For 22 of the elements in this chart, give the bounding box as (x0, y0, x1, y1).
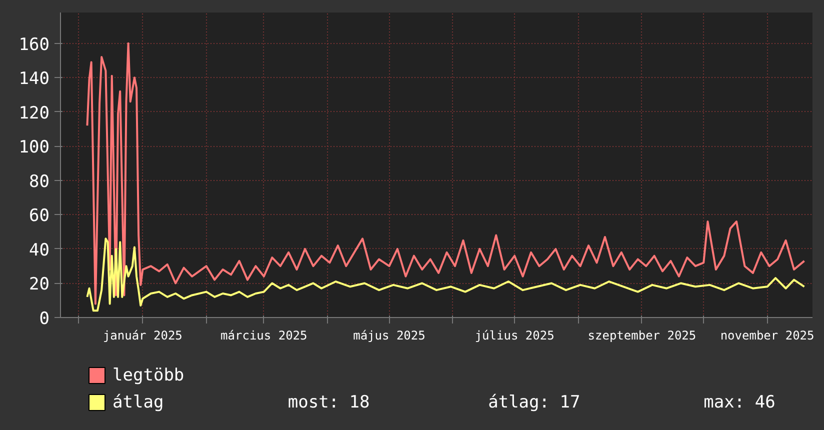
text: max: 46 (704, 392, 776, 412)
y-tick-label: 100 (18, 138, 50, 158)
y-tick-label: 80 (29, 172, 50, 192)
y-tick-label: 0 (39, 309, 50, 329)
x-tick-label: január 2025 (102, 328, 182, 342)
y-tick-label: 140 (18, 69, 50, 90)
y-tick-label: 160 (18, 34, 50, 55)
y-tick-label: 40 (29, 240, 50, 260)
line-series (86, 42, 806, 305)
legend-label: legtöbb (112, 366, 184, 386)
x-tick-label: július 2025 (474, 328, 554, 342)
x-tick-label: szeptember 2025 (588, 328, 696, 342)
legend-label: átlag (112, 392, 164, 412)
y-tick-label: 60 (29, 206, 50, 226)
x-tick-label: november 2025 (720, 328, 814, 342)
line-series (86, 238, 806, 312)
text: most: 18 (288, 392, 370, 412)
y-tick-label: 120 (18, 103, 50, 124)
text: átlag: 17 (488, 392, 580, 412)
x-tick-label: március 2025 (220, 328, 308, 342)
x-tick-label: május 2025 (353, 328, 426, 342)
y-tick-label: 20 (29, 274, 50, 295)
